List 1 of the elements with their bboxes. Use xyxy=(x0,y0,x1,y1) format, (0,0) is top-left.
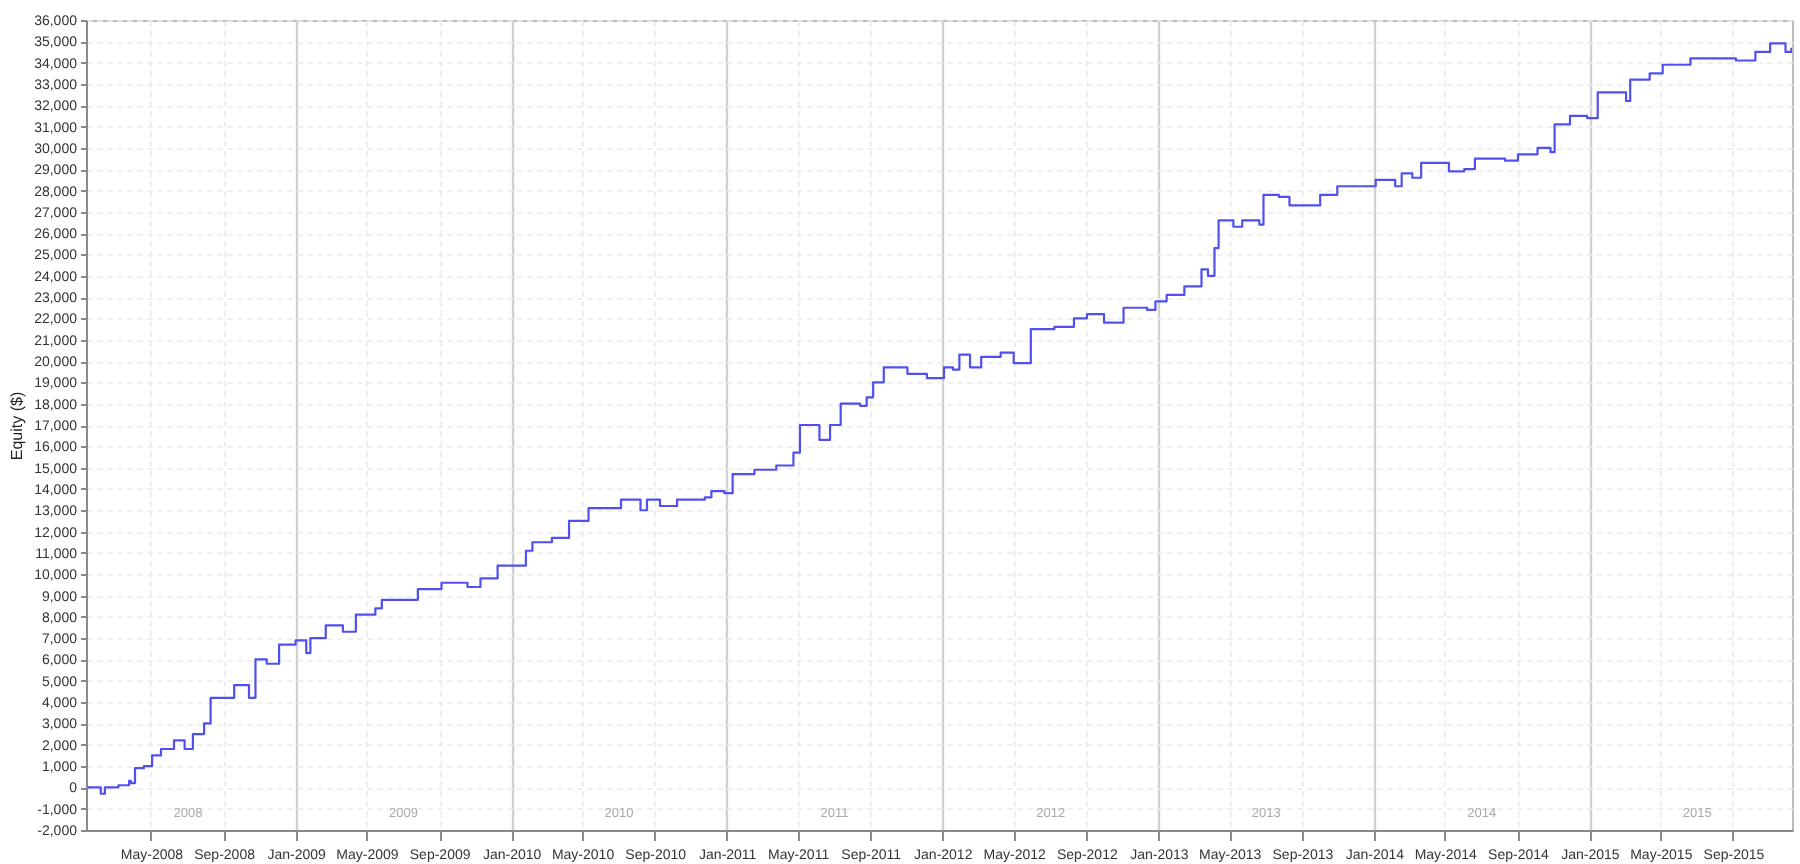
y-axis-title: Equity ($) xyxy=(8,391,27,461)
